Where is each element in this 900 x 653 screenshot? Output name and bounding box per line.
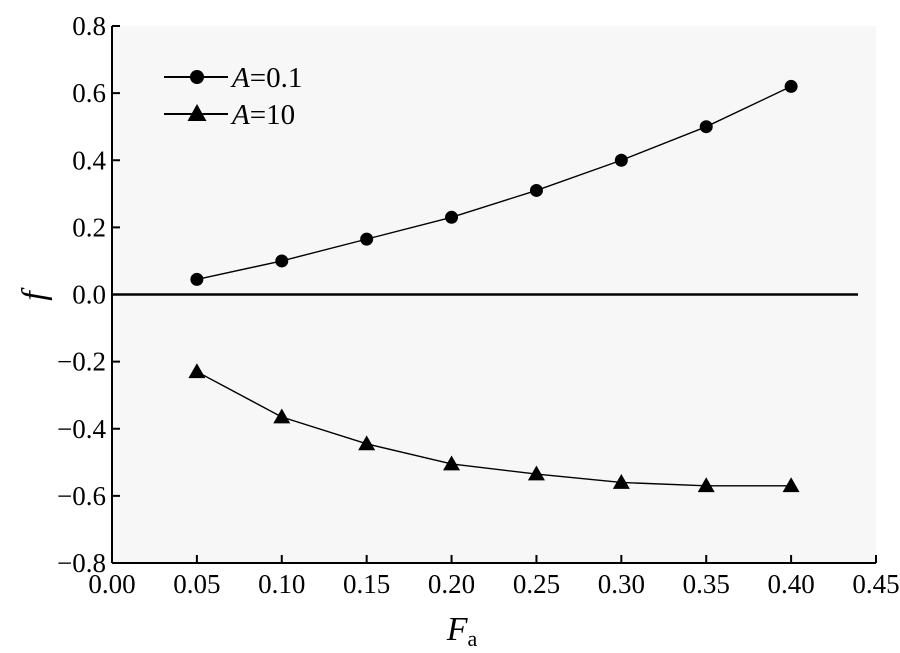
- y-tick-label: 0.8: [72, 11, 106, 41]
- data-point-triangle: [358, 435, 376, 451]
- legend-marker-circle: [190, 70, 204, 84]
- y-tick-label: 0.0: [72, 280, 106, 310]
- data-point-triangle: [612, 473, 630, 489]
- y-tick-label: −0.4: [57, 414, 106, 444]
- x-axis-title: Fa: [446, 611, 478, 651]
- data-point-circle: [529, 183, 543, 197]
- y-tick-label: 0.6: [72, 78, 106, 108]
- data-point-triangle: [443, 455, 461, 471]
- y-axis-ticks: 0.8 0.6 0.4 0.2 0.0 −0.2 −0.4 −0.6 −0.8: [57, 11, 120, 578]
- legend-label-series-2-value: =10: [250, 99, 295, 131]
- data-point-circle: [190, 272, 204, 286]
- legend-label-series-1-value: =0.1: [250, 62, 303, 94]
- y-tick-label: 0.4: [72, 145, 106, 175]
- x-tick-label: 0.45: [852, 569, 899, 599]
- x-tick-label: 0.30: [598, 569, 645, 599]
- x-tick-label: 0.35: [683, 569, 730, 599]
- data-point-triangle: [697, 477, 715, 493]
- data-point-circle: [784, 79, 798, 93]
- legend-label-series-1-var: A: [230, 62, 250, 94]
- series-line-2: [196, 371, 792, 487]
- y-tick-label: −0.8: [57, 548, 106, 578]
- legend-marker-triangle: [187, 104, 207, 121]
- legend-label-series-2: A=10: [230, 99, 295, 131]
- data-point-triangle: [273, 408, 291, 424]
- y-tick-label: −0.2: [57, 347, 106, 377]
- x-tick-label: 0.05: [173, 569, 220, 599]
- legend: A=0.1 A=10: [164, 62, 302, 131]
- series-line-1: [196, 85, 792, 281]
- data-point-triangle: [188, 363, 206, 379]
- x-tick-label: 0.00: [88, 569, 135, 599]
- x-tick-label: 0.15: [343, 569, 390, 599]
- data-point-circle: [614, 153, 628, 167]
- y-axis-title: f: [16, 287, 53, 301]
- data-point-triangle: [782, 477, 800, 493]
- x-tick-label: 0.10: [258, 569, 305, 599]
- data-point-circle: [360, 232, 374, 246]
- x-tick-label: 0.25: [513, 569, 560, 599]
- x-tick-label: 0.20: [428, 569, 475, 599]
- y-tick-label: −0.6: [57, 481, 106, 511]
- x-tick-label: 0.40: [767, 569, 814, 599]
- legend-label-series-1: A=0.1: [230, 62, 302, 94]
- data-point-triangle: [527, 465, 545, 481]
- data-point-circle: [275, 254, 289, 268]
- legend-label-series-2-var: A: [230, 99, 250, 131]
- x-axis-title-main: F: [446, 611, 469, 648]
- x-axis-ticks: 0.00 0.05 0.10 0.15 0.20 0.25 0.30 0.35 0.40 0.45: [88, 555, 900, 599]
- y-tick-label: 0.2: [72, 212, 106, 242]
- series-layer: [188, 79, 800, 493]
- x-axis-title-subscript: a: [468, 626, 478, 651]
- data-point-circle: [699, 120, 713, 134]
- data-point-circle: [445, 210, 459, 224]
